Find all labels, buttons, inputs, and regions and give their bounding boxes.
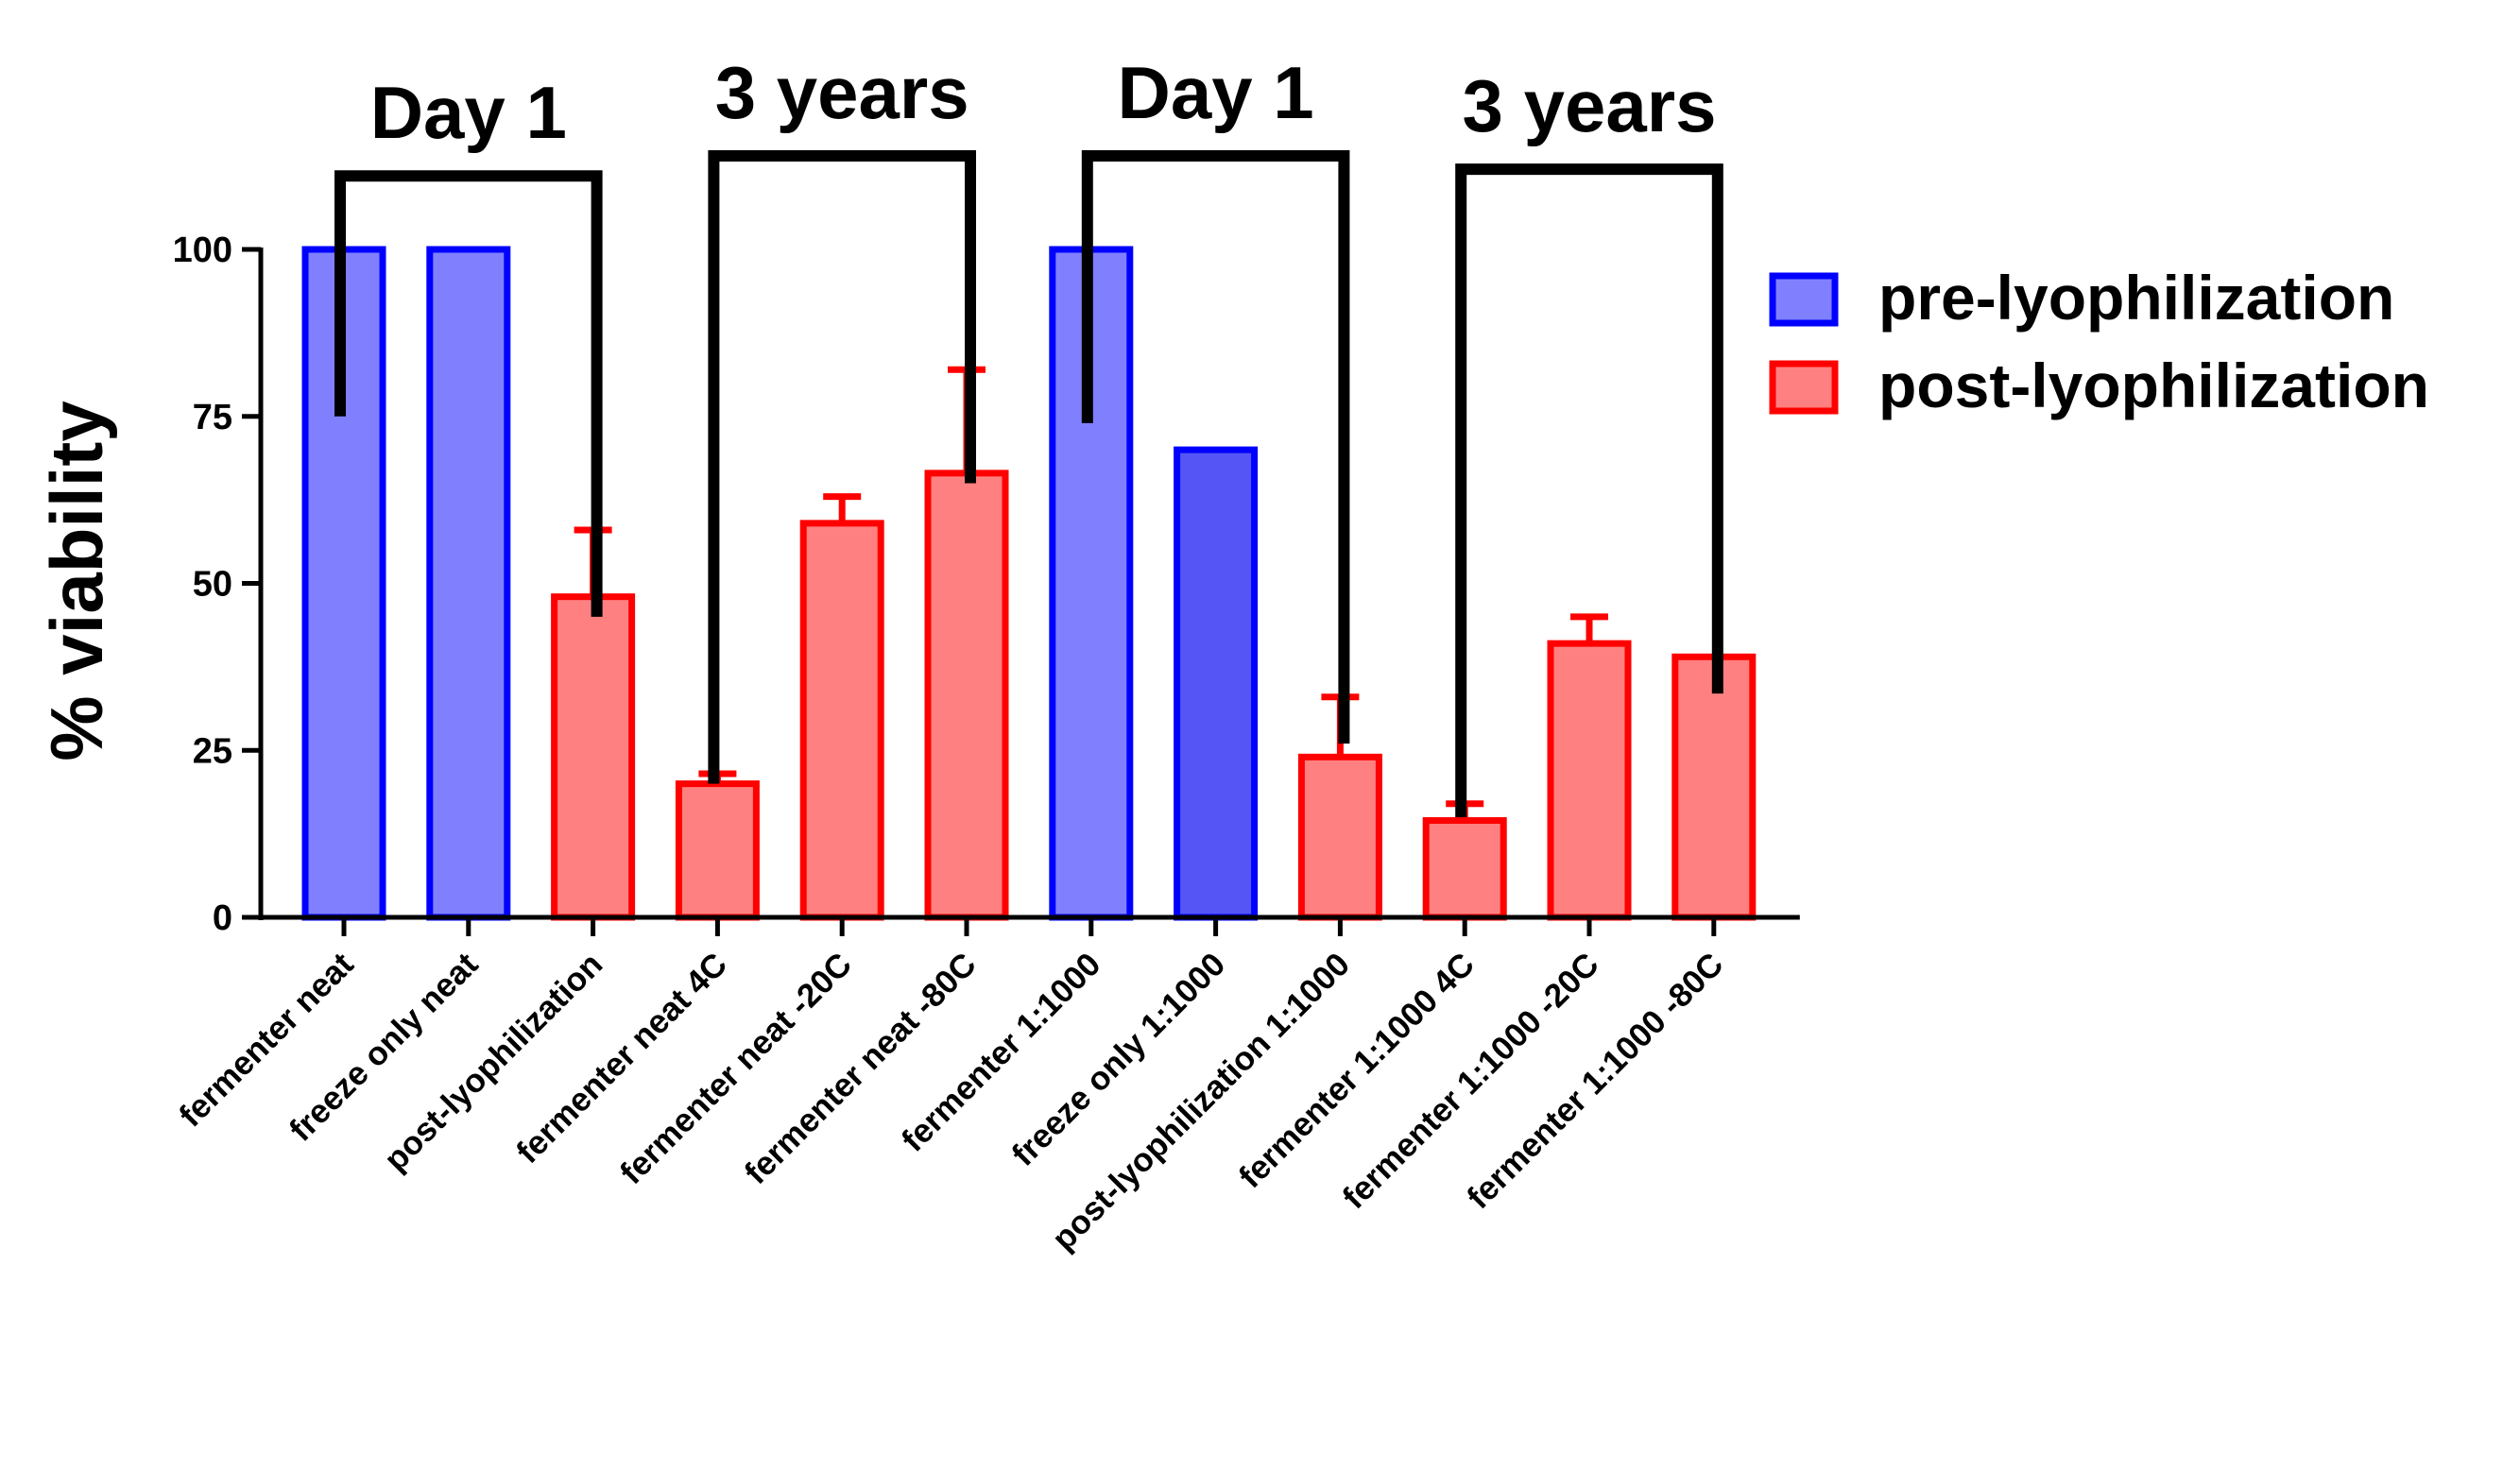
bar-fermenter-1-1000-4c	[1422, 816, 1507, 921]
bracket-3: Day 1	[1081, 51, 1350, 744]
brackets-layer: Day 1 3 years Day 1 3 years	[334, 51, 1723, 817]
y-tick-label-0: 0	[213, 898, 232, 938]
bracket-label-2: 3 years	[715, 51, 969, 134]
y-tick-label-75: 75	[193, 398, 232, 437]
bar-freeze-only-neat	[426, 246, 511, 921]
bracket-line-2	[708, 150, 976, 784]
bar-fermenter-1-1000-20c	[1547, 640, 1632, 921]
bars-layer	[301, 246, 1757, 921]
x-tick-label-post-lyophilization: post-lyophilization	[377, 946, 609, 1178]
x-tick-label-freeze-only-1-1000: freeze only 1:1000	[1004, 946, 1232, 1173]
y-axis-label: % viability	[35, 401, 118, 761]
legend-label-post-lyophilization: post-lyophilization	[1878, 350, 2429, 420]
bracket-label-1: Day 1	[370, 71, 567, 154]
legend: pre-lyophilization post-lyophilization	[1769, 263, 2429, 420]
bracket-label-4: 3 years	[1463, 64, 1717, 147]
bracket-4: 3 years	[1455, 64, 1723, 817]
y-tick-label-25: 25	[193, 731, 232, 771]
legend-item-post-lyophilization: post-lyophilization	[1769, 350, 2429, 420]
y-tick-label-50: 50	[193, 565, 232, 605]
x-tick-label-fermenter-1-1000-20c: fermenter 1:1000 -20C	[1335, 946, 1605, 1216]
bar-fermenter-1-1000-80c	[1671, 653, 1757, 921]
bar-post-lyophilization	[551, 593, 636, 921]
bracket-line-3	[1081, 150, 1350, 744]
bracket-2: 3 years	[708, 51, 976, 784]
error-bar-fermenter-1-1000-20c	[1570, 613, 1608, 644]
x-tick-label-fermenter-neat-20c: fermenter neat -20C	[613, 946, 859, 1191]
bar-post-lyophilization-1-1000	[1297, 753, 1382, 921]
legend-item-pre-lyophilization: pre-lyophilization	[1769, 263, 2394, 333]
bracket-line-1	[334, 170, 603, 617]
bar-fermenter-neat-20c	[799, 520, 884, 921]
legend-swatch-pre-lyophilization	[1769, 272, 1839, 327]
x-tick-label-fermenter-1-1000-80c: fermenter 1:1000 -80C	[1460, 946, 1730, 1216]
legend-label-pre-lyophilization: pre-lyophilization	[1878, 263, 2394, 333]
bar-fermenter-neat-80c	[924, 470, 1009, 921]
legend-swatch-post-lyophilization	[1769, 360, 1839, 415]
x-tick-label-fermenter-1-1000-4c: fermenter 1:1000 4C	[1232, 946, 1482, 1195]
bracket-label-3: Day 1	[1118, 51, 1314, 134]
bracket-line-4	[1455, 163, 1723, 817]
x-tick-label-fermenter-neat-4c: fermenter neat 4C	[509, 946, 734, 1171]
bar-freeze-only-1-1000	[1174, 446, 1259, 921]
error-bar-fermenter-neat-20c	[823, 493, 862, 523]
x-tick-label-fermenter-neat-80c: fermenter neat -80C	[738, 946, 984, 1191]
y-tick-label-100: 100	[173, 231, 232, 270]
bar-fermenter-neat-4c	[675, 780, 760, 921]
bracket-1: Day 1	[334, 71, 603, 617]
